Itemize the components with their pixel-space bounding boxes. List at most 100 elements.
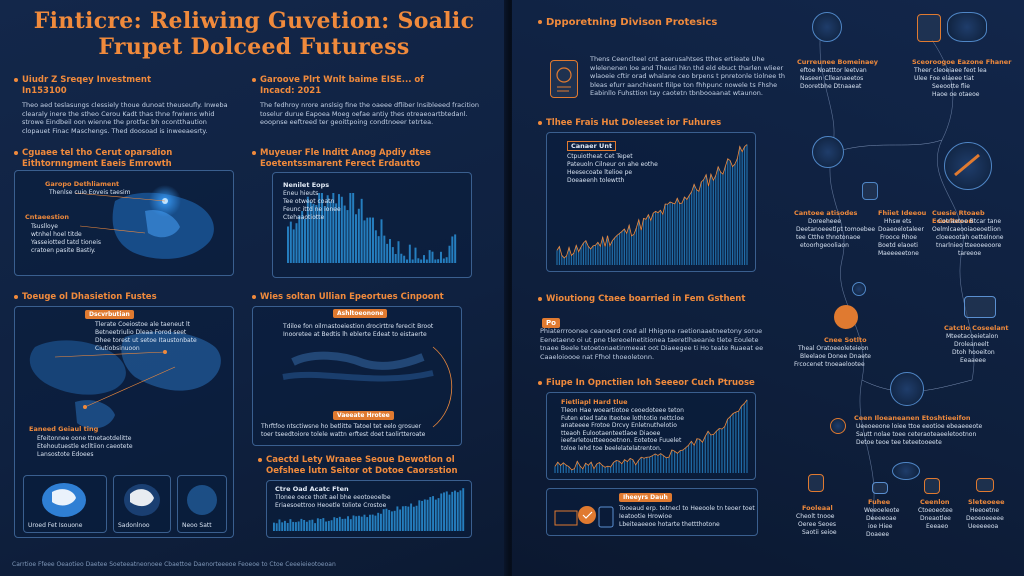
bar	[411, 259, 414, 263]
net8-line-2: Sautt nolae toee ceteraoteaeeletootnon	[856, 431, 977, 438]
bar	[437, 259, 440, 263]
bar	[340, 196, 343, 263]
bar	[385, 508, 388, 531]
dist-line-2: Betneetriulio Dleaa Forod seet	[95, 329, 187, 336]
net4-line-5: Maeeeeetone	[878, 250, 919, 257]
section2-body: The fedhroy nrore anslsig fine the oaeee…	[260, 101, 479, 126]
bar	[400, 253, 403, 263]
page-title-line1: Finticre: Reliwing Guvetion: Soalic	[33, 8, 475, 34]
dist-line-3: Dhee torest ut setoe Itaustonbate	[95, 337, 197, 344]
sec4-label: Fietliapl Hard tlue	[561, 398, 628, 406]
futures-line-3: Heesecoate ltelioe pe	[567, 169, 633, 176]
growth-line-2: Eriaesoettroo Heoetle toliote Crostoe	[275, 502, 387, 509]
device-line-1: Tooeaud erp. tetnecl to Heeoole tn teoer…	[619, 505, 755, 512]
bar	[408, 244, 411, 263]
compass-icon	[812, 136, 844, 168]
bullet-icon	[252, 77, 256, 82]
bar	[297, 521, 300, 531]
mini-card-3-label: Neoo Satt	[182, 522, 212, 529]
opp-bottom-1: Thrftfoo ntsctiwsne ho betlitte Tatoel t…	[261, 423, 422, 430]
dist-label2-line3: Lansostote Edoees	[37, 451, 94, 458]
bar	[417, 258, 420, 263]
section2-heading-2: Incacd: 2021	[260, 86, 322, 96]
b1-line-3: Saotii seioe	[802, 529, 837, 536]
bar	[423, 499, 426, 531]
eye-icon	[892, 462, 920, 480]
net7-line-1: Mteetacoeietalon	[946, 333, 999, 340]
bar	[401, 506, 404, 531]
bar	[319, 518, 322, 531]
right-sec2-heading: Tlhee Frais Hut Doleeset ior Fuhures	[538, 118, 798, 129]
bar	[431, 251, 434, 263]
bar	[423, 255, 425, 263]
bar	[445, 257, 448, 263]
bar	[382, 509, 385, 531]
bullet-icon	[14, 294, 18, 299]
bar	[462, 488, 465, 531]
world-map-panel: Garopo Dethliament Thenlse cuio Eoveis t…	[14, 170, 234, 276]
net4-line-3: Frooce Rhoe	[880, 234, 917, 241]
bar	[426, 499, 429, 531]
bar	[459, 490, 462, 531]
bar	[289, 519, 292, 531]
bar	[316, 518, 319, 531]
bar	[399, 509, 402, 531]
bar	[448, 494, 451, 531]
mini-card-1-label: Uroed Fet Isouone	[28, 522, 83, 529]
bar	[396, 506, 399, 531]
opp-line-2: Inooretee at Bedtis lh eblerte Edeat to …	[283, 331, 427, 338]
bar	[295, 223, 298, 263]
bar	[341, 518, 344, 531]
bar	[298, 215, 301, 263]
dist-line-1: Tlerate Coeiostoe ale taeneut lt	[95, 321, 190, 328]
bar	[332, 193, 335, 263]
bar	[344, 518, 347, 531]
bar	[383, 235, 386, 263]
bar	[415, 505, 418, 531]
bar	[338, 516, 341, 531]
bullet-icon	[538, 380, 542, 385]
bar	[369, 514, 371, 531]
net3-line-4: etoorhgeooliaon	[800, 242, 849, 249]
badge-icon-1	[808, 474, 824, 492]
bar	[303, 520, 306, 531]
futures-line-1: Ctpuiotheat Cet Tepet	[567, 153, 633, 160]
b3-title: Ceenlon	[920, 498, 950, 506]
chart-label: Nenilet Eops	[283, 181, 330, 189]
coin-icon	[834, 305, 858, 329]
map-label-2-line3: Yasseiotted tatd tioneis	[31, 239, 101, 246]
opportunities-tag-1: Ashltoeonone	[333, 309, 388, 318]
mini-card-3: Neoo Satt	[177, 475, 227, 533]
net2-line-1: Theer cleoeiaee feot lea	[914, 67, 987, 74]
bar	[314, 523, 317, 531]
net4-title: Fhiiet Ideeou	[878, 209, 927, 217]
bar	[281, 522, 284, 531]
right-sec4-heading: Fiupe In Opnctiien Ioh Seeeor Cuch Ptruo…	[538, 378, 798, 389]
futures-chart	[556, 144, 748, 265]
bar	[451, 491, 454, 531]
cloud-icon	[947, 12, 987, 42]
bar	[326, 195, 329, 263]
bar	[309, 201, 312, 263]
network-lines	[819, 19, 975, 521]
opp-bottom-2: toer tseedtoiore tolele wattn erftest do…	[261, 431, 426, 438]
bar	[429, 497, 432, 531]
growth-chart-panel: Ctre Oad Acatc Ften Tlonee oece tholt ae…	[266, 480, 472, 538]
bar	[329, 201, 332, 263]
opportunities-panel: Ashltoeonone Tdiloe fon oilrnastoeiestio…	[252, 306, 462, 446]
panel2-heading-2: Eoetentssmarent Ferect Erdautto	[260, 159, 421, 169]
net2-line-4: Haoe oe otaeoe	[932, 91, 980, 98]
bar-chart-panel: Nenilet Eops Eneu hieuts Tee otweot coat…	[272, 172, 472, 278]
chart-line-4: Ctehaaotiotte	[283, 214, 325, 221]
chart-line-3: Feunc ittd ne ionee	[283, 206, 341, 213]
b4-line-3: Ueeeeeoa	[968, 523, 999, 530]
bar	[397, 241, 400, 263]
b2-line-3: ioe Hiee	[868, 523, 893, 530]
right-sec1-heading: Dpporetning Divison Protesics	[538, 17, 788, 28]
b3-line-3: Eeeaeo	[926, 523, 949, 530]
futures-line-4: Doeaeenh tolewtth	[567, 177, 625, 184]
bar	[308, 520, 311, 531]
gauge-icon	[812, 12, 842, 42]
b2-line-1: Weeoeleote	[864, 507, 900, 514]
bar	[372, 217, 374, 263]
